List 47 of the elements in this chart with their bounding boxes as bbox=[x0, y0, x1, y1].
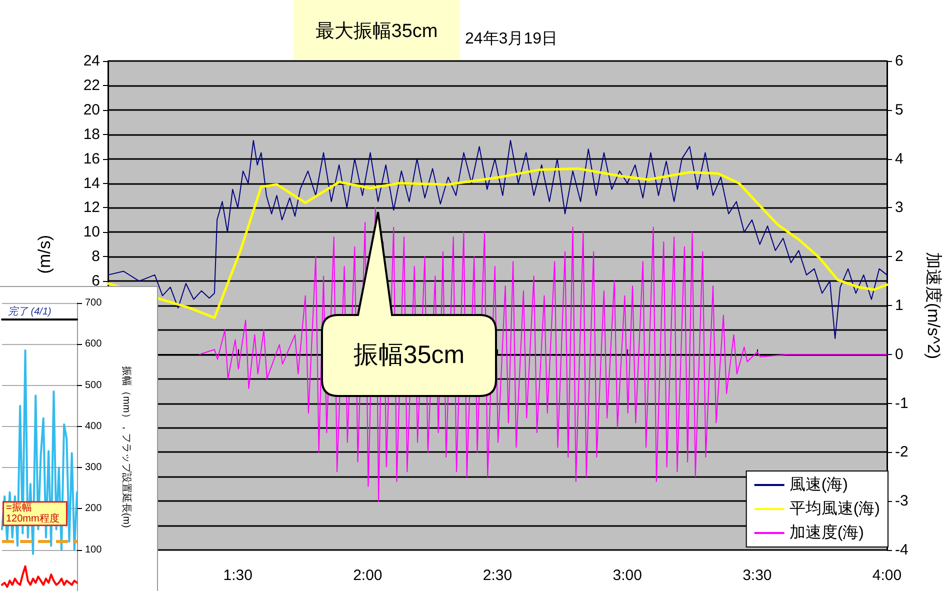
legend-label: 加速度(海) bbox=[789, 524, 864, 542]
x-tick-label: 2:00 bbox=[353, 567, 382, 584]
y-axis-title: 振幅（mm），フラップ設置延長(m) bbox=[120, 366, 132, 528]
chart-title: 24年3月19日 bbox=[465, 30, 558, 48]
y-tick-label: 16 bbox=[83, 150, 100, 168]
y-tick-label: 500 bbox=[85, 380, 102, 391]
y-tick-label: 18 bbox=[83, 126, 100, 143]
y-tick-label: 22 bbox=[83, 76, 100, 94]
line-series bbox=[106, 167, 888, 319]
x-tick-label: 1:30 bbox=[223, 567, 252, 584]
y2-tick-label: 0 bbox=[895, 346, 904, 363]
y-tick-label: 8 bbox=[92, 248, 100, 266]
y2-tick-label: -4 bbox=[895, 542, 908, 558]
ref-line-label: =振幅120mm程度 bbox=[6, 502, 60, 525]
x-tick-label: 3:00 bbox=[612, 567, 642, 584]
annotation: 完了 (4/1) bbox=[8, 306, 52, 318]
y2-tick-label: 1 bbox=[895, 297, 904, 314]
y2-tick-label: 3 bbox=[895, 199, 904, 216]
legend-label: 風速(海) bbox=[789, 476, 848, 494]
y-tick-label: 200 bbox=[85, 503, 102, 514]
y-tick-label: 100 bbox=[85, 544, 102, 556]
x-tick-label: 3:30 bbox=[742, 567, 772, 584]
y-tick-label: 400 bbox=[85, 420, 102, 432]
y-tick-label: 12 bbox=[83, 199, 100, 216]
y2-tick-label: 6 bbox=[895, 52, 904, 70]
y-tick-label: 6 bbox=[92, 272, 100, 290]
y-tick-label: 300 bbox=[85, 462, 102, 474]
line-series bbox=[1, 565, 78, 588]
y-axis-title: (m/s) bbox=[35, 234, 54, 274]
y2-tick-label: -3 bbox=[895, 492, 908, 510]
y2-tick-label: 2 bbox=[895, 248, 904, 266]
annotation: 振幅35cm bbox=[352, 340, 466, 371]
y-tick-label: 600 bbox=[85, 338, 102, 350]
y-tick-label: 20 bbox=[83, 101, 100, 118]
y-tick-label: 24 bbox=[83, 52, 100, 70]
y2-tick-label: 4 bbox=[895, 150, 904, 168]
y-tick-label: 700 bbox=[85, 298, 102, 308]
x-tick-label: 4:00 bbox=[872, 567, 902, 584]
y2-tick-label: -1 bbox=[895, 394, 908, 412]
y2-tick-label: -2 bbox=[895, 444, 908, 461]
legend-label: 平均風速(海) bbox=[789, 500, 880, 518]
y2-tick-label: 5 bbox=[895, 101, 904, 118]
text: 最大振幅35cm bbox=[293, 0, 460, 60]
y2-axis-title: 加速度(m/s^2) bbox=[924, 252, 943, 360]
y-tick-label: 10 bbox=[83, 224, 100, 241]
x-tick-label: 2:30 bbox=[482, 567, 512, 584]
y-tick-label: 14 bbox=[83, 174, 100, 192]
